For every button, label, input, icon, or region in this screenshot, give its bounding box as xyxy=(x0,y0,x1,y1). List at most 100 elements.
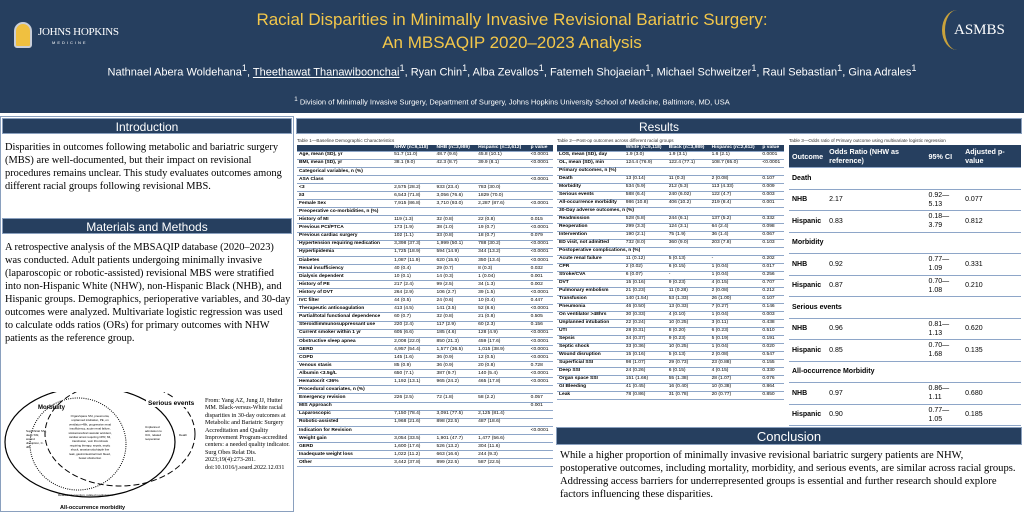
cell-value: 31 (0.78) xyxy=(666,391,710,400)
introduction-text: Disparities in outcomes following metabo… xyxy=(5,142,282,192)
cell-value: 185 (4.6) xyxy=(434,329,477,338)
cell-value: 0.680 xyxy=(962,382,1021,405)
cell-value: 18 (0.7) xyxy=(476,232,529,241)
cell-value: 3 (0.11) xyxy=(709,319,761,328)
cell-value: 850 (21.3) xyxy=(434,337,477,346)
cell-value: 0.83 xyxy=(826,210,926,233)
center-text-line: Organ/space SSI, pneumonia, xyxy=(71,414,110,418)
cell-value xyxy=(392,426,435,435)
cell-value: <0.0001 xyxy=(528,151,553,160)
table-row: Categorical variables, n (%) xyxy=(297,167,553,176)
cell-value: 6 (0.23) xyxy=(709,327,761,336)
cell-value: 5 (0.19) xyxy=(709,335,761,344)
cell-value: 465 (17.8) xyxy=(476,377,529,387)
cell-value: 1.9 (3.0) xyxy=(623,151,667,160)
table-row: Steroid/immunosuppressant use 220 (2.4) 11… xyxy=(297,321,553,330)
title-line-2: An MBSAQIP 2020–2023 Analysis xyxy=(382,33,642,52)
cell-value: 34 (0.37) xyxy=(623,335,667,344)
affiliation-mark: 1 xyxy=(294,96,298,103)
row-label: GI Bleeding xyxy=(557,383,624,392)
row-label: Stroke/CVA xyxy=(557,271,624,280)
cell-value: 0.70—1.68 xyxy=(925,339,963,362)
table-row: Morbidity 534 (5.9) 212 (5.3) 113 (4.33) 0.0… xyxy=(557,183,784,192)
cell-value xyxy=(528,450,553,460)
table-row: Wound disruption 15 (0.16) 5 (0.13) 2 (0.08… xyxy=(557,351,784,360)
cell-value: 137 (5.2) xyxy=(709,215,761,224)
cell-value: <0.0001 xyxy=(528,329,553,338)
cell-value: 0.191 xyxy=(760,335,784,344)
cell-value: 106 (2.7) xyxy=(434,288,477,298)
table-row: Hispanic 0.87 0.70—1.08 0.210 xyxy=(789,275,1021,297)
table-row: Hispanic 0.90 0.77—1.05 0.185 xyxy=(789,404,1021,426)
row-label: <3 xyxy=(297,183,393,193)
cell-value: 0.332 xyxy=(760,215,784,224)
asmbs-logo: ASMBS xyxy=(942,10,1012,50)
author-affiliation-mark: 1 xyxy=(911,63,917,73)
table-row: Laparoscopic 7,150 (78.4) 3,091 (77.5) 2,12… xyxy=(297,410,553,419)
section-label: Serious events xyxy=(789,296,1021,319)
row-label: Steroid/immunosuppressant use xyxy=(297,321,393,330)
author-name: Michael Schweitzer xyxy=(656,66,752,79)
methods-text: A retrospective analysis of the MBSAQIP … xyxy=(5,242,291,344)
author-name: Alba Zevallos xyxy=(472,66,539,79)
right-text-line: Unplanned xyxy=(145,425,160,429)
asmbs-logo-text: ASMBS xyxy=(954,22,1005,38)
center-text-line: requiring therapy, sepsis, septic xyxy=(70,443,111,447)
column-header: Outcome xyxy=(789,145,827,168)
table-row: Hispanic 0.83 0.18—3.79 0.812 xyxy=(789,210,1021,233)
cell-value: 788 (30.2) xyxy=(476,240,529,249)
row-label: All-occurrence morbidity xyxy=(557,199,624,208)
author-name: Theethawat Thanawiboonchai xyxy=(252,66,400,79)
cell-value: 102 (1.1) xyxy=(392,232,435,241)
cell-value: 39.9 (8.1) xyxy=(476,159,529,168)
cell-value: 55 (1.38) xyxy=(666,375,710,384)
table-row: Procedural covariates, n (%) xyxy=(297,385,553,395)
table-row: IVC filter 44 (0.5) 24 (0.6) 10 (0.4) 0.447 xyxy=(297,296,553,306)
row-label: Partial/total functional dependence xyxy=(297,312,393,322)
table-row: History of MI 119 (1.3) 32 (0.8) 22 (0.8) 0.… xyxy=(297,215,553,225)
cell-value: 526 (13.2) xyxy=(434,442,477,452)
diagram-citation: From: Yang AZ, Jung JJ, Hutter MM. Black… xyxy=(205,398,290,471)
cell-value: 145 (1.6) xyxy=(392,353,435,363)
row-label: Laparoscopic xyxy=(297,410,393,419)
table-row: Obstructive sleep apnea 2,008 (22.0) 850 (… xyxy=(297,337,553,346)
cell-value: 0.017 xyxy=(760,263,784,272)
poster-title: Racial Disparities in Minimally Invasive… xyxy=(200,8,824,54)
center-text-line: transfusion, vein thrombosis xyxy=(72,439,109,443)
table-row: Death 13 (0.14) 11 (0.3) 2 (0.08) 0.107 xyxy=(557,175,784,184)
column-header xyxy=(557,145,624,152)
center-text-line: stroke/cerebral vascular accident, xyxy=(68,431,111,435)
row-label: Septic shock xyxy=(557,343,624,352)
table-row: NHB 0.92 0.77—1.09 0.331 xyxy=(789,253,1021,276)
cell-value: 0.212 xyxy=(760,287,784,296)
cell-value: 226 (2.5) xyxy=(392,393,435,403)
row-label: Age, mean (SD), yr xyxy=(297,151,393,160)
cell-value: 528 (5.8) xyxy=(623,215,667,224)
cell-value: 0.70—1.08 xyxy=(925,275,963,297)
serious-events-ellipse xyxy=(44,392,196,487)
cell-value: 1,192 (13.1) xyxy=(392,377,435,387)
row-label: Diabetes xyxy=(297,256,393,265)
cell-value: 13 (0.14) xyxy=(623,175,667,184)
author-list: Nathnael Abera Woldehana1, Theethawat Th… xyxy=(107,63,917,79)
arc-icon xyxy=(942,10,972,50)
cell-value: 264 (2.9) xyxy=(392,288,435,298)
cell-value: 36 (1.4) xyxy=(709,231,761,240)
cell-value: 965 (24.2) xyxy=(434,377,477,387)
methods-heading: Materials and Methods xyxy=(2,218,292,234)
cell-value: 122.4 (77.1) xyxy=(666,159,710,168)
cell-value: 620 (15.5) xyxy=(434,256,477,265)
cell-value: 1,022 (11.2) xyxy=(392,450,435,460)
row-label: Inadequate weight loss xyxy=(297,450,393,460)
table-row: Previous cardiac surgery 102 (1.1) 33 (0.8… xyxy=(297,232,553,241)
table-row: GERD 4,957 (54.4) 1,577 (36.5) 1,015 (38.9)… xyxy=(297,345,553,354)
cell-value xyxy=(528,183,553,193)
table-row: Hispanic 0.85 0.70—1.68 0.135 xyxy=(789,339,1021,362)
cell-value: 8 (0.20) xyxy=(666,327,710,336)
cell-value: 0.076 xyxy=(760,375,784,384)
table-row: BMI, mean (SD), yr 38.1 (9.0) 42.3 (8.7) 39… xyxy=(297,159,553,168)
table-row: Venous stasis 85 (0.9) 36 (0.9) 20 (0.8) 0.7… xyxy=(297,361,553,371)
cell-value: 99 (2.5) xyxy=(434,280,477,290)
cell-value: 0.330 xyxy=(760,367,784,376)
cell-value: <0.0001 xyxy=(528,353,553,363)
